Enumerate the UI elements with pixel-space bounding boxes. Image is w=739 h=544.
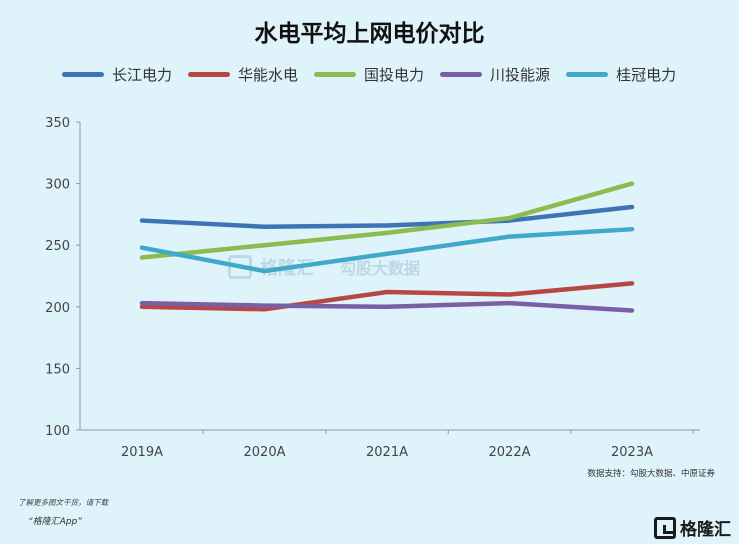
watermark-text-right: 勾股大数据 (340, 259, 421, 278)
brand-logo: 格隆汇 (654, 515, 731, 540)
legend-swatch (440, 72, 483, 77)
x-tick-label: 2023A (611, 445, 653, 460)
legend-item: 桂冠电力 (566, 64, 676, 85)
series-line (139, 226, 635, 274)
legend-label: 桂冠电力 (616, 66, 677, 84)
legend-item: 长江电力 (62, 64, 172, 85)
series-line (139, 204, 635, 229)
legend-label: 长江电力 (112, 66, 173, 84)
footer-note: 了解更多图文干货，请下载 (18, 498, 108, 507)
y-tick-label: 100 (45, 424, 70, 439)
brand-logo-icon (654, 516, 676, 539)
y-tick-label: 250 (45, 239, 70, 254)
x-tick-label: 2020A (244, 445, 286, 460)
y-tick-label: 200 (45, 301, 70, 316)
series-line (139, 300, 635, 313)
legend-item: 华能水电 (188, 64, 298, 85)
legend-swatch (314, 72, 357, 77)
legend-label: 华能水电 (238, 66, 299, 84)
legend-label: 川投能源 (490, 66, 551, 84)
footer-app-name: “格隆汇App” (28, 517, 82, 527)
series-line (139, 181, 635, 260)
x-tick-label: 2022A (489, 445, 531, 460)
x-tick-label: 2021A (366, 445, 408, 460)
y-tick-label: 300 (45, 178, 70, 193)
legend-item: 川投能源 (440, 64, 550, 85)
legend-label: 国投电力 (364, 66, 425, 84)
legend-swatch (188, 72, 231, 77)
series-line (139, 281, 635, 312)
legend-item: 国投电力 (314, 64, 424, 85)
brand-name: 格隆汇 (680, 520, 731, 540)
y-tick-label: 350 (45, 116, 70, 131)
chart-title: 水电平均上网电价对比 (254, 21, 485, 47)
chart-legend: 长江电力 华能水电 国投电力 川投能源 桂冠电力 (62, 64, 676, 85)
legend-swatch (62, 72, 104, 77)
x-tick-label: 2019A (121, 445, 163, 460)
y-tick-label: 150 (45, 362, 70, 377)
legend-swatch (566, 72, 609, 77)
source-note: 数据支持：勾股大数据、中原证券 (587, 469, 715, 479)
